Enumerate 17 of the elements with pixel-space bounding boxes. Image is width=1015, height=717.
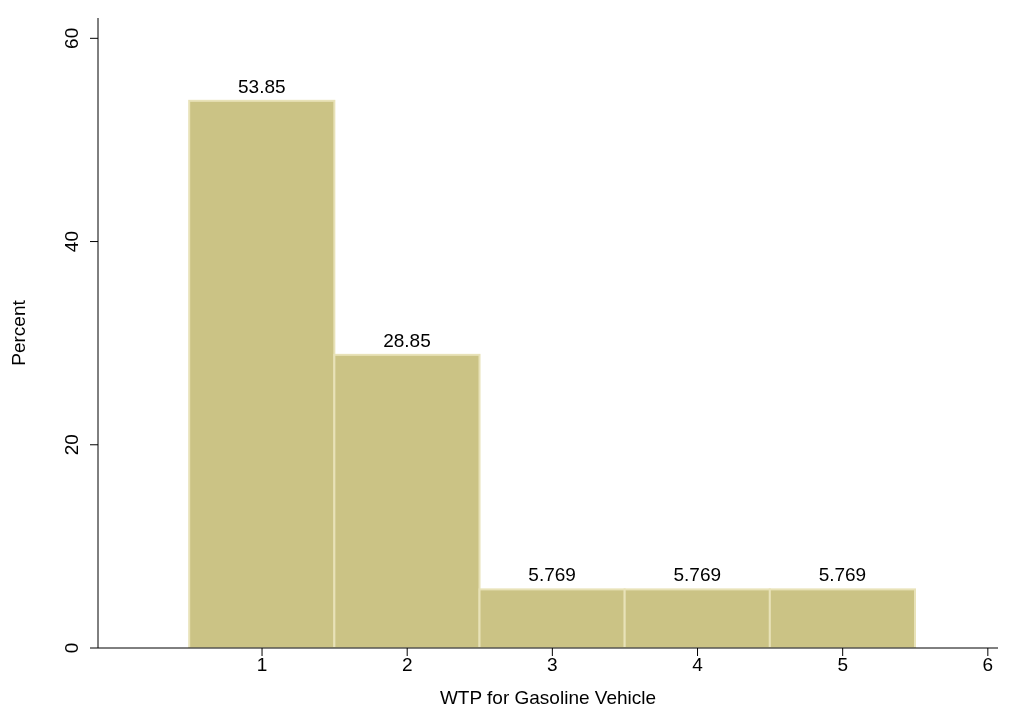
- y-tick-label: 0: [61, 642, 82, 654]
- x-tick-label: 6: [982, 654, 994, 676]
- x-tick-label: 2: [401, 654, 413, 676]
- data-label: 28.85: [383, 329, 431, 351]
- data-label: 5.769: [818, 564, 867, 586]
- x-tick-label: 5: [837, 654, 848, 676]
- x-tick-label: 1: [256, 654, 268, 676]
- x-tick-label: 3: [547, 654, 558, 676]
- data-label: 5.769: [673, 564, 722, 586]
- x-tick-label: 4: [692, 654, 704, 676]
- data-label: 5.769: [528, 564, 576, 586]
- y-tick-label: 60: [61, 27, 82, 49]
- y-tick-label: 20: [61, 434, 82, 456]
- y-tick-label: 40: [61, 230, 82, 253]
- x-axis-title: WTP for Gasoline Vehicle: [439, 687, 657, 708]
- data-label: 53.85: [238, 75, 286, 97]
- y-axis-title: Percent: [7, 299, 29, 366]
